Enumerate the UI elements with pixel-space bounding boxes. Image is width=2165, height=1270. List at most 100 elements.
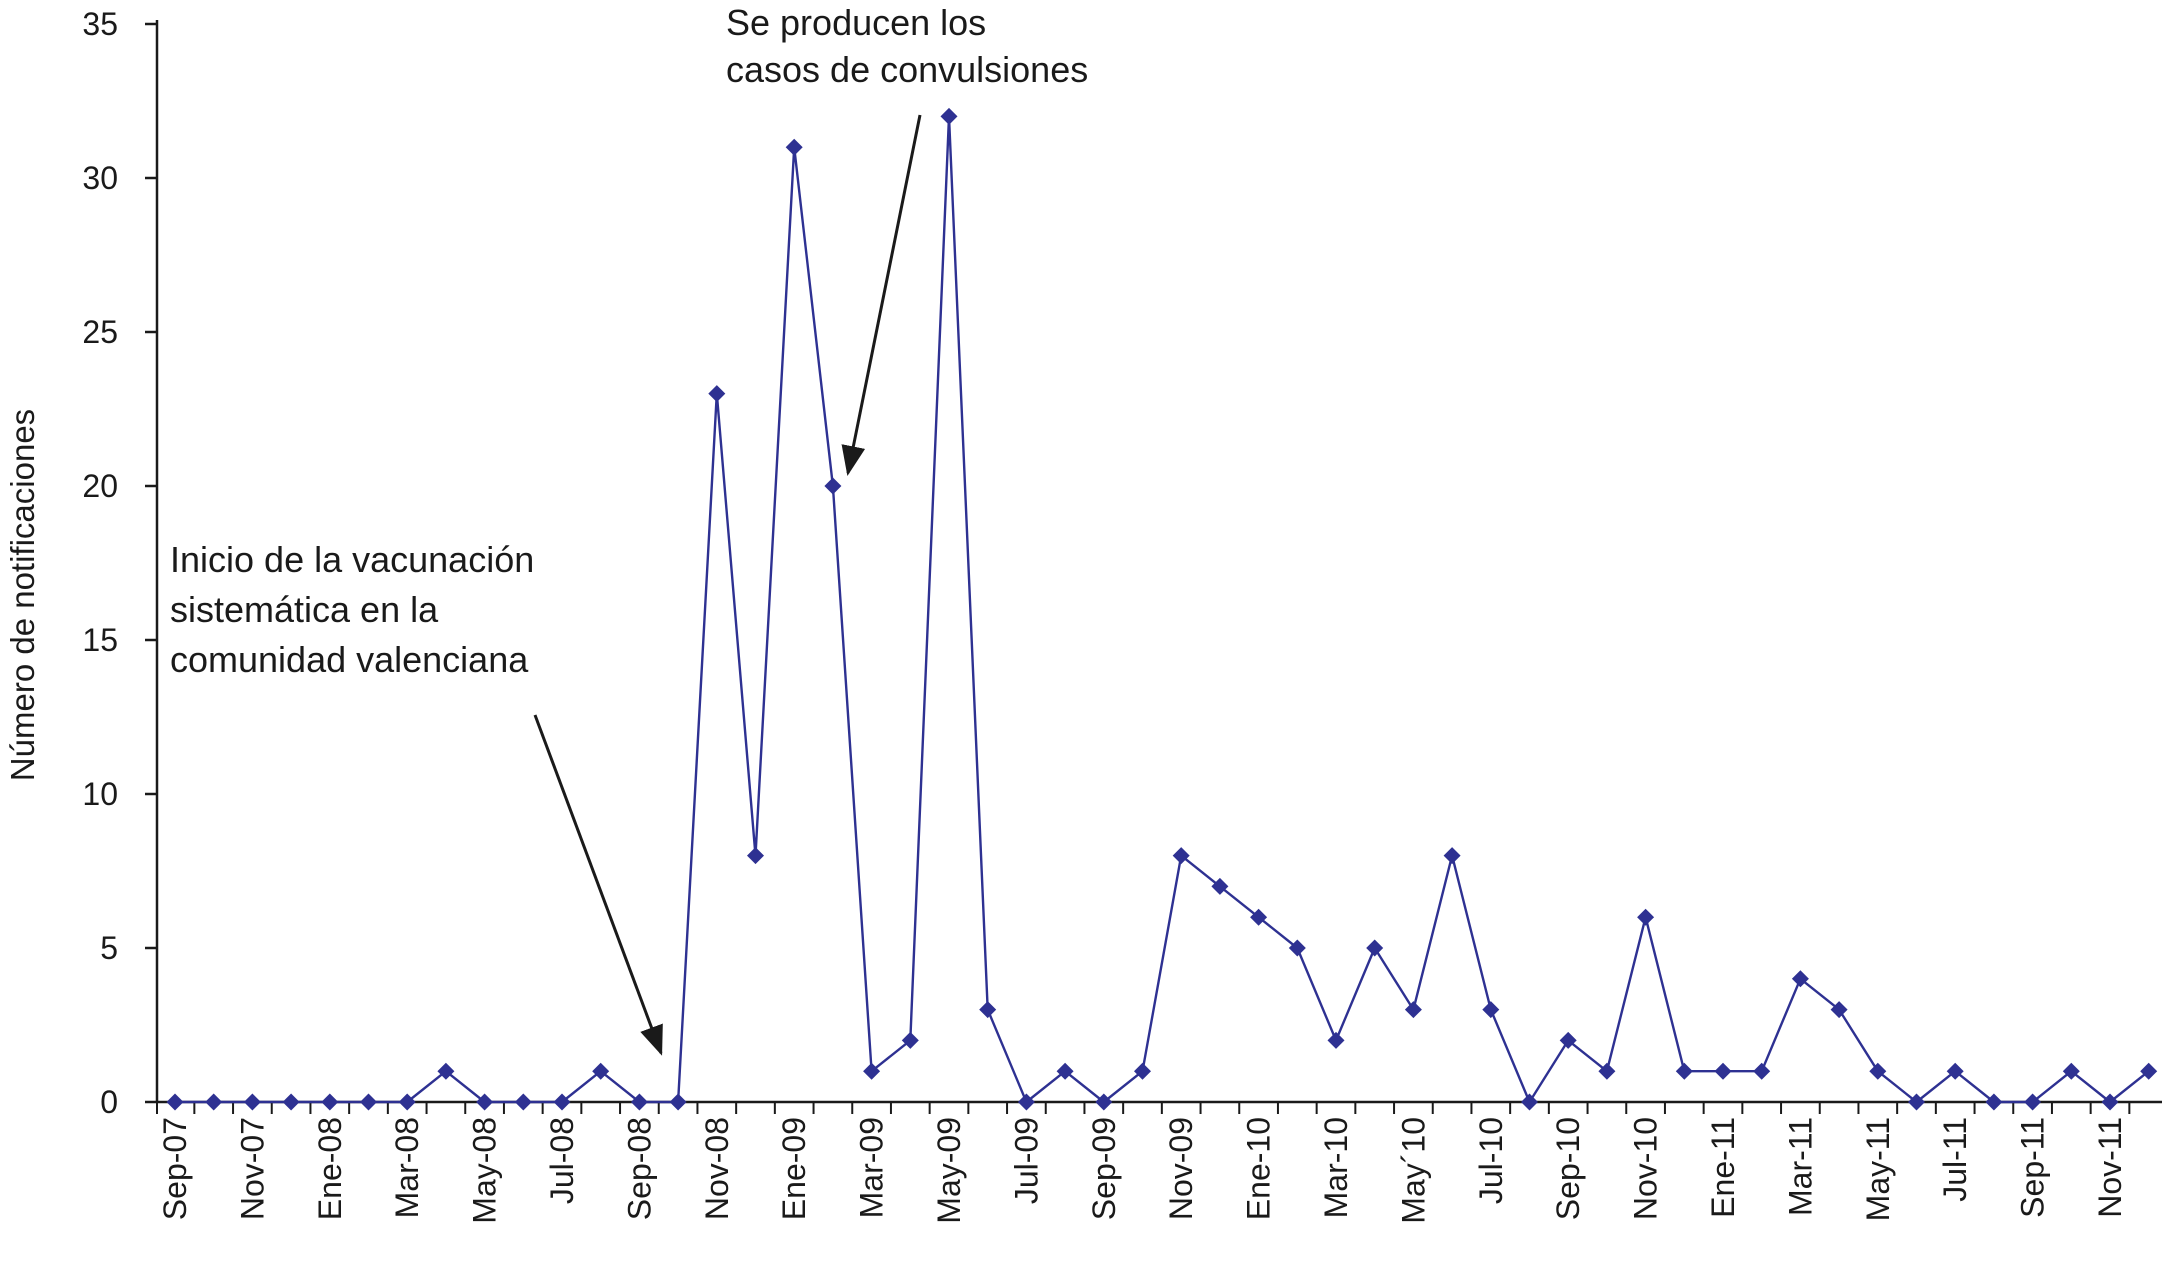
- x-tick-label: May-11: [1860, 1117, 1896, 1221]
- data-point: [1095, 1093, 1113, 1111]
- data-point: [979, 1001, 997, 1019]
- annotation: Se producen los casos de convulsiones: [726, 2, 1088, 476]
- data-point: [1869, 1062, 1887, 1080]
- data-point: [901, 1031, 919, 1049]
- data-point: [940, 107, 958, 125]
- series-line: [175, 115, 2150, 1104]
- x-tick-label: Jul-11: [1937, 1117, 1973, 1202]
- x-tick-label: Nov-09: [1163, 1117, 1199, 1220]
- data-point: [1985, 1093, 2003, 1111]
- data-point: [630, 1093, 648, 1111]
- data-point: [1288, 939, 1306, 957]
- y-tick-label: 15: [82, 622, 118, 658]
- data-point: [553, 1093, 571, 1111]
- annotations: Se producen los casos de convulsiones Inic…: [170, 2, 1088, 1056]
- y-tick-label: 30: [82, 160, 118, 196]
- data-point: [1830, 1001, 1848, 1019]
- data-point: [1017, 1093, 1035, 1111]
- x-tick-label: Jul-09: [1008, 1117, 1044, 1204]
- data-point: [708, 385, 726, 403]
- data-point: [1521, 1093, 1538, 1111]
- x-tick-label: May´10: [1395, 1117, 1431, 1224]
- data-point: [1327, 1031, 1345, 1049]
- y-tick-label: 25: [82, 314, 118, 350]
- data-point: [514, 1093, 532, 1111]
- data-point: [669, 1093, 687, 1111]
- annotation-text-line: Se producen los: [726, 2, 986, 43]
- x-tick-label: May-08: [467, 1117, 503, 1224]
- data-point: [205, 1093, 223, 1111]
- data-point: [863, 1062, 881, 1080]
- data-point: [1598, 1062, 1616, 1080]
- data-point: [437, 1062, 455, 1080]
- data-point: [1056, 1062, 1074, 1080]
- data-point: [1637, 908, 1655, 926]
- x-tick-label: Nov-08: [699, 1117, 735, 1220]
- data-point: [2140, 1062, 2158, 1080]
- x-tick-label: Nov-07: [234, 1117, 270, 1220]
- data-point: [2062, 1062, 2080, 1080]
- data-point: [785, 138, 803, 156]
- data-point: [1404, 1001, 1422, 1019]
- annotation: Inicio de la vacunación sistemática en la…: [170, 539, 663, 1056]
- x-tick-label: Ene-08: [312, 1117, 348, 1220]
- y-axis-label: Número de notificaciones: [4, 409, 41, 781]
- data-point: [1946, 1062, 1964, 1080]
- y-tick-label: 5: [100, 930, 118, 966]
- data-point: [1791, 970, 1809, 988]
- x-tick-label: Sep-10: [1550, 1117, 1586, 1220]
- annotation-arrow: [841, 114, 922, 476]
- annotation-text-line: Inicio de la vacunación: [170, 539, 534, 580]
- data-point: [1366, 939, 1384, 957]
- x-tick-label: Mar-08: [389, 1117, 425, 1218]
- data-point: [166, 1093, 184, 1111]
- data-point: [1753, 1062, 1771, 1080]
- annotation-text-line: comunidad valenciana: [170, 639, 529, 680]
- data-point: [1675, 1062, 1693, 1080]
- x-tick-label: Nov-10: [1628, 1117, 1664, 1220]
- data-point: [1134, 1062, 1151, 1080]
- x-tick-label: Ene-09: [776, 1117, 812, 1220]
- x-tick-label: Jul-10: [1473, 1117, 1509, 1204]
- data-point: [1172, 847, 1190, 865]
- data-point: [1714, 1062, 1732, 1080]
- data-point: [282, 1093, 300, 1111]
- annotation-arrow: [533, 714, 663, 1056]
- data-point: [1559, 1031, 1577, 1049]
- data-point: [824, 477, 842, 495]
- x-tick-label: Mar-11: [1782, 1117, 1818, 1216]
- data-point: [1211, 877, 1229, 895]
- data-point: [1482, 1001, 1500, 1019]
- x-tick-label: Mar-10: [1318, 1117, 1354, 1218]
- x-tick-label: Ene-11: [1705, 1117, 1741, 1218]
- x-tick-label: Sep-08: [621, 1117, 657, 1220]
- x-tick-label: Mar-09: [854, 1117, 890, 1218]
- x-tick-label: Sep-09: [1086, 1117, 1122, 1220]
- data-point: [398, 1093, 416, 1111]
- x-tick-label: Sep-11: [2015, 1117, 2051, 1218]
- data-point: [243, 1093, 261, 1111]
- x-tick-label: Nov-11: [2092, 1117, 2128, 1218]
- data-point: [2024, 1093, 2042, 1111]
- annotation-text-line: casos de convulsiones: [726, 49, 1088, 90]
- annotation-text-line: sistemática en la: [170, 589, 439, 630]
- data-point: [1250, 908, 1268, 926]
- data-point: [1908, 1093, 1925, 1111]
- x-tick-label: Sep-07: [157, 1117, 193, 1220]
- x-ticks: Sep-07 Nov-07 Ene-08 Mar-08 May-08 Jul-08 Sep-…: [156, 1102, 2131, 1224]
- data-point: [747, 847, 764, 865]
- data-point: [476, 1093, 494, 1111]
- y-tick-label: 35: [82, 6, 118, 42]
- y-ticks: 0 5 10 15 20 25 30 35: [82, 6, 157, 1120]
- x-tick-label: May-09: [931, 1117, 967, 1224]
- y-tick-label: 20: [82, 468, 118, 504]
- data-point: [360, 1093, 377, 1111]
- y-tick-label: 0: [100, 1084, 118, 1120]
- x-tick-label: Jul-08: [544, 1117, 580, 1204]
- data-point: [1443, 847, 1461, 865]
- series-notificaciones: [166, 107, 2158, 1111]
- data-point: [592, 1062, 610, 1080]
- data-point: [2101, 1093, 2119, 1111]
- y-tick-label: 10: [82, 776, 118, 812]
